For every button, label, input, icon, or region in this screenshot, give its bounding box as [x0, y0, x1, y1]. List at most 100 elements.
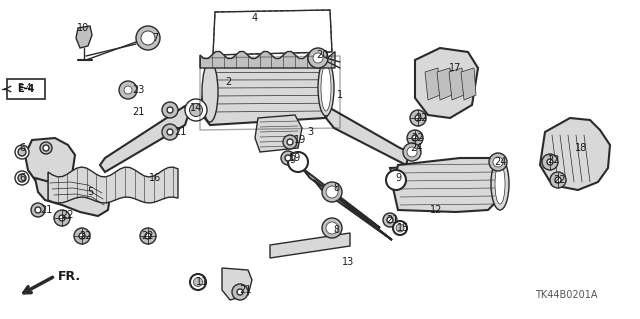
Circle shape: [415, 115, 421, 121]
Polygon shape: [213, 10, 332, 55]
Ellipse shape: [18, 148, 26, 156]
Ellipse shape: [322, 218, 342, 238]
Ellipse shape: [495, 164, 505, 204]
Circle shape: [167, 129, 173, 135]
Ellipse shape: [185, 99, 207, 121]
Polygon shape: [200, 52, 335, 68]
Circle shape: [555, 177, 561, 183]
Ellipse shape: [403, 143, 421, 161]
Circle shape: [387, 217, 393, 223]
Circle shape: [79, 233, 85, 239]
Circle shape: [287, 139, 293, 145]
Text: 21: 21: [174, 127, 186, 137]
Text: 22: 22: [416, 113, 428, 123]
Text: 22: 22: [79, 231, 92, 241]
Ellipse shape: [18, 174, 26, 182]
Text: 16: 16: [149, 173, 161, 183]
Ellipse shape: [326, 186, 338, 198]
Circle shape: [162, 102, 178, 118]
Text: E-4: E-4: [17, 84, 31, 93]
Ellipse shape: [326, 222, 338, 234]
Text: 10: 10: [77, 23, 89, 33]
Text: 3: 3: [307, 127, 313, 137]
Circle shape: [167, 107, 173, 113]
Circle shape: [43, 145, 49, 151]
Circle shape: [145, 233, 151, 239]
Ellipse shape: [393, 221, 407, 235]
Text: 6: 6: [19, 173, 25, 183]
Ellipse shape: [189, 103, 202, 116]
Circle shape: [162, 124, 178, 140]
Circle shape: [141, 31, 155, 45]
Text: 21: 21: [40, 205, 52, 215]
Ellipse shape: [396, 224, 404, 232]
Circle shape: [410, 110, 426, 126]
Polygon shape: [76, 26, 92, 48]
Circle shape: [136, 26, 160, 50]
Circle shape: [386, 170, 406, 190]
Polygon shape: [314, 180, 392, 240]
Text: 23: 23: [132, 85, 144, 95]
Text: 21: 21: [386, 215, 398, 225]
Circle shape: [237, 289, 243, 295]
Circle shape: [232, 284, 248, 300]
Polygon shape: [326, 108, 410, 165]
Circle shape: [119, 81, 137, 99]
Circle shape: [283, 135, 297, 149]
Text: 14: 14: [190, 103, 202, 113]
Polygon shape: [302, 168, 380, 228]
Text: 9: 9: [395, 173, 401, 183]
Circle shape: [31, 203, 45, 217]
Text: 8: 8: [333, 225, 339, 235]
Circle shape: [383, 213, 397, 227]
Text: 21: 21: [239, 285, 251, 295]
Text: TK44B0201A: TK44B0201A: [536, 290, 598, 300]
Text: 15: 15: [397, 223, 409, 233]
Ellipse shape: [318, 60, 334, 116]
Text: 20: 20: [316, 50, 328, 60]
Ellipse shape: [202, 62, 218, 122]
Polygon shape: [35, 178, 110, 216]
Text: 6: 6: [19, 143, 25, 153]
Text: 7: 7: [152, 33, 158, 43]
Circle shape: [140, 228, 156, 244]
Ellipse shape: [493, 157, 503, 167]
Ellipse shape: [321, 65, 331, 111]
Text: 11: 11: [196, 277, 208, 287]
Polygon shape: [437, 68, 452, 100]
Circle shape: [542, 154, 558, 170]
Circle shape: [313, 53, 323, 63]
Ellipse shape: [193, 278, 202, 286]
Polygon shape: [390, 165, 442, 185]
Circle shape: [124, 86, 132, 94]
Text: 22: 22: [412, 133, 424, 143]
Text: 22: 22: [141, 231, 154, 241]
Circle shape: [407, 130, 423, 146]
Ellipse shape: [491, 158, 509, 210]
Text: 9: 9: [289, 155, 295, 165]
Circle shape: [288, 152, 308, 172]
Text: 21: 21: [132, 107, 144, 117]
Polygon shape: [270, 233, 350, 258]
Circle shape: [308, 48, 328, 68]
Circle shape: [281, 151, 295, 165]
Text: 17: 17: [449, 63, 461, 73]
Circle shape: [40, 142, 52, 154]
Text: 12: 12: [430, 205, 442, 215]
Circle shape: [412, 135, 418, 141]
Polygon shape: [415, 48, 478, 118]
Polygon shape: [425, 68, 440, 100]
Text: 19: 19: [289, 153, 301, 163]
Polygon shape: [461, 68, 476, 100]
Circle shape: [547, 159, 553, 165]
Text: 19: 19: [294, 135, 306, 145]
Text: 18: 18: [575, 143, 587, 153]
Ellipse shape: [190, 274, 206, 290]
Circle shape: [550, 172, 566, 188]
Polygon shape: [200, 60, 330, 125]
Circle shape: [74, 228, 90, 244]
Text: 22: 22: [61, 210, 74, 220]
Text: 24: 24: [494, 157, 506, 167]
Text: 4: 4: [252, 13, 258, 23]
Polygon shape: [48, 167, 178, 203]
